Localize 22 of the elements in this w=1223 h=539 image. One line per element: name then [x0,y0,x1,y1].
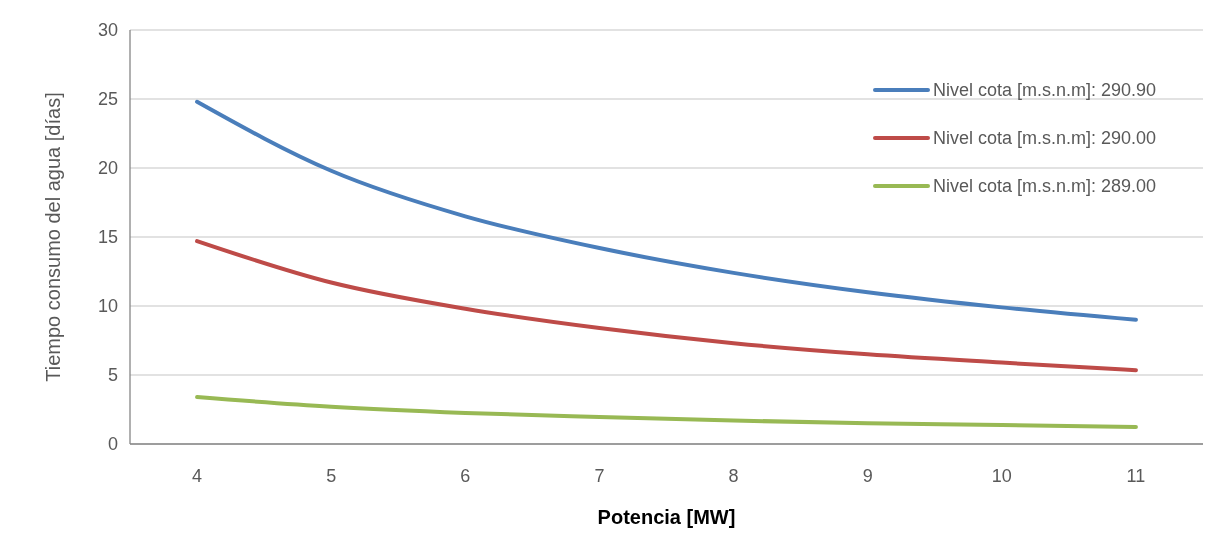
x-tick-label: 8 [728,466,739,486]
x-tick-label: 9 [862,466,873,486]
x-tick-label: 4 [192,466,203,486]
legend-label: Nivel cota [m.s.n.m]: 290.00 [933,128,1157,149]
x-tick-label: 5 [326,466,337,486]
y-tick-label: 20 [97,158,118,179]
line-series [195,395,1138,430]
x-tick-label: 7 [594,466,605,486]
y-tick-label: 30 [97,20,118,41]
x-tick-label: 10 [991,466,1012,486]
legend-label: Nivel cota [m.s.n.m]: 290.90 [933,80,1157,101]
line-series [195,239,1138,373]
y-tick-label: 5 [107,365,118,386]
y-tick-label: 15 [97,227,118,248]
y-tick-label: 10 [97,296,118,317]
y-tick-label: 0 [107,434,118,455]
x-tick-label: 11 [1126,466,1146,486]
legend-label: Nivel cota [m.s.n.m]: 289.00 [933,176,1157,197]
y-tick-label: 25 [97,89,118,110]
x-axis-title: Potencia [MW] [597,506,736,528]
x-tick-label: 6 [460,466,471,486]
y-axis-title: Tiempo consumo del agua [días] [42,92,64,382]
